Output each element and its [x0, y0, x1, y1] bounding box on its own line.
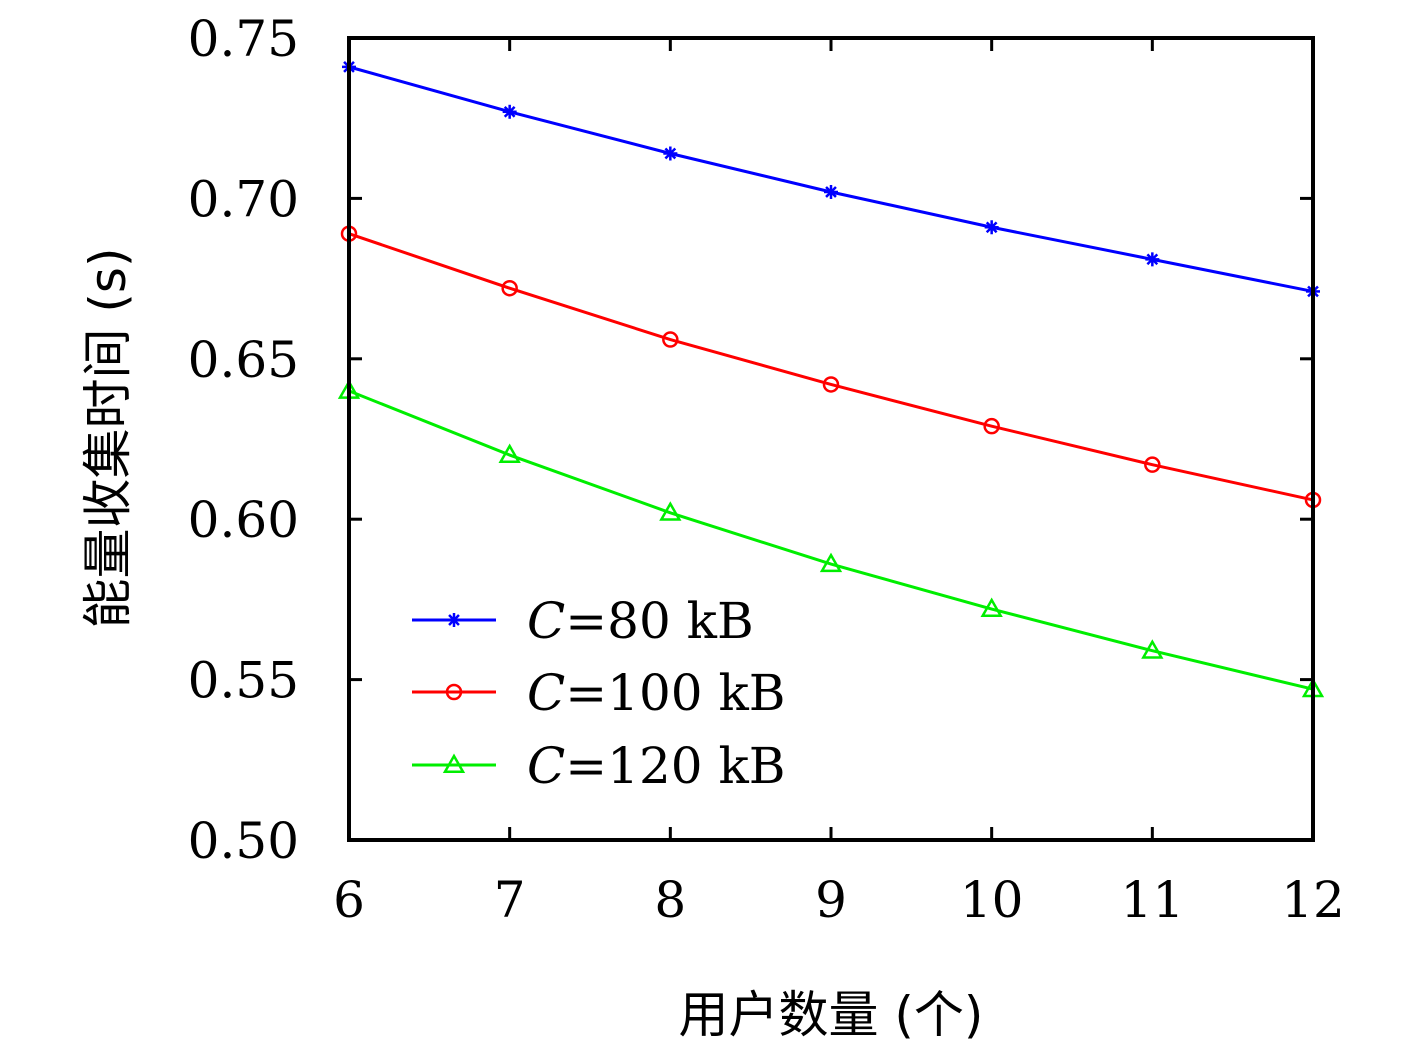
- circle-marker: [662, 331, 679, 348]
- ticks-layer: 6 7 8 9 10 11 12 0.50 0.55 0.60 0.65 0.70 0.75: [188, 10, 1345, 929]
- series-1: [342, 59, 1320, 299]
- legend: C=80 kBC=100 kBC=120 kB: [412, 592, 786, 795]
- y-tick-label: 0.60: [188, 491, 299, 549]
- triangle-marker: [1141, 639, 1164, 659]
- series-3: [337, 379, 1325, 698]
- circle-marker: [445, 683, 463, 701]
- asterisk-stroke: [985, 221, 998, 234]
- legend-label: C=120 kB: [527, 737, 786, 795]
- triangle-marker: [442, 753, 466, 773]
- asterisk-marker: [447, 613, 461, 627]
- y-tick-label: 0.50: [188, 812, 299, 870]
- legend-item-2: C=100 kB: [412, 664, 786, 722]
- legend-value: =120 kB: [565, 737, 785, 795]
- triangle-marker: [498, 443, 521, 464]
- x-tick-label: 10: [960, 871, 1024, 929]
- x-tick-label: 7: [494, 871, 526, 929]
- asterisk-marker: [824, 184, 838, 199]
- x-tick-label: 12: [1281, 871, 1345, 929]
- asterisk-stroke: [664, 147, 677, 160]
- legend-label: C=80 kB: [527, 592, 754, 650]
- legend-value: =80 kB: [565, 592, 753, 650]
- circle-marker: [1144, 456, 1161, 473]
- asterisk-stroke: [1146, 253, 1159, 266]
- legend-variable: C: [527, 737, 565, 795]
- y-tick-label: 0.55: [188, 652, 299, 710]
- legend-variable: C: [527, 592, 565, 650]
- triangle-marker: [659, 501, 682, 521]
- plot-frame: [347, 36, 1315, 842]
- x-tick-label: 11: [1121, 871, 1185, 929]
- legend-item-3: C=120 kB: [412, 737, 786, 795]
- x-tick-label: 9: [815, 871, 847, 929]
- series-line: [348, 389, 1314, 691]
- y-tick-label: 0.65: [188, 331, 299, 389]
- circle-marker: [501, 279, 518, 297]
- asterisk-stroke: [825, 186, 837, 198]
- asterisk-stroke: [503, 105, 516, 118]
- y-tick-label: 0.75: [188, 10, 299, 68]
- series-line: [348, 65, 1314, 293]
- y-axis-title: 能量收集时间 (s): [79, 248, 137, 629]
- legend-label: C=100 kB: [527, 664, 786, 722]
- x-tick-label: 8: [654, 871, 686, 929]
- y-tick-label: 0.70: [188, 170, 299, 228]
- triangle-marker: [980, 597, 1003, 618]
- asterisk-marker: [502, 104, 517, 119]
- legend-variable: C: [527, 664, 565, 722]
- triangle-marker: [819, 552, 843, 573]
- series-2: [340, 225, 1322, 509]
- x-tick-label: 6: [333, 871, 365, 929]
- circle-marker: [822, 376, 840, 393]
- x-axis-title: 用户数量 (个): [679, 986, 984, 1044]
- asterisk-stroke: [448, 614, 460, 626]
- series-layer: [337, 59, 1325, 698]
- legend-item-1: C=80 kB: [412, 592, 754, 650]
- asterisk-marker: [1145, 252, 1160, 267]
- asterisk-marker: [984, 220, 999, 235]
- asterisk-marker: [663, 146, 678, 161]
- circle-marker: [983, 417, 1000, 435]
- series-line: [348, 232, 1314, 502]
- legend-value: =100 kB: [565, 664, 785, 722]
